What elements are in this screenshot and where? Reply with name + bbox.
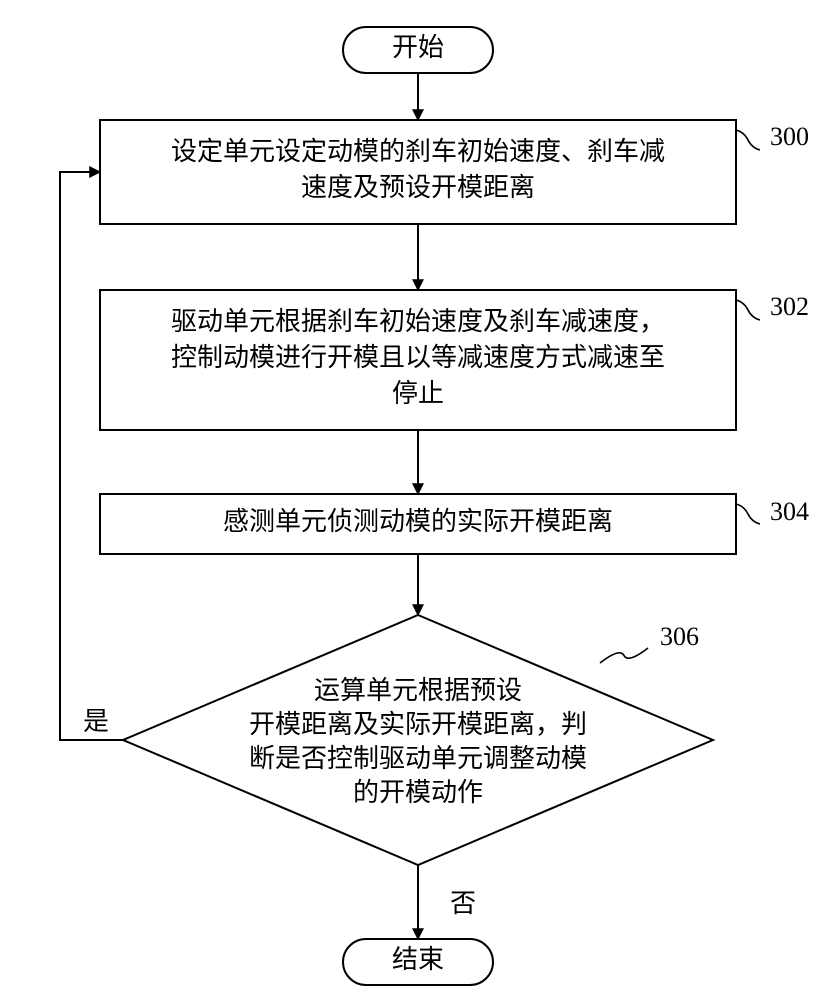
svg-text:断是否控制驱动单元调整动模: 断是否控制驱动单元调整动模 bbox=[249, 744, 587, 773]
svg-text:停止: 停止 bbox=[392, 379, 444, 408]
branch-no-label: 否 bbox=[450, 889, 476, 918]
svg-text:开模距离及实际开模距离，判: 开模距离及实际开模距离，判 bbox=[249, 710, 587, 739]
svg-text:速度及预设开模距离: 速度及预设开模距离 bbox=[301, 173, 535, 202]
svg-text:的开模动作: 的开模动作 bbox=[353, 778, 483, 807]
ref-label-306: 306 bbox=[660, 622, 699, 651]
svg-text:设定单元设定动模的刹车初始速度、刹车减: 设定单元设定动模的刹车初始速度、刹车减 bbox=[171, 137, 665, 166]
step-300: 设定单元设定动模的刹车初始速度、刹车减速度及预设开模距离 bbox=[100, 120, 736, 224]
terminator-start: 开始 bbox=[343, 27, 493, 73]
step-302: 驱动单元根据刹车初始速度及刹车减速度， 控制动模进行开模且以等减速度方式减速至停止 bbox=[100, 290, 736, 430]
ref-label-304: 304 bbox=[770, 497, 809, 526]
svg-text:感测单元侦测动模的实际开模距离: 感测单元侦测动模的实际开模距离 bbox=[223, 507, 613, 536]
svg-text:运算单元根据预设: 运算单元根据预设 bbox=[314, 676, 522, 705]
terminator-end: 结束 bbox=[343, 939, 493, 985]
ref-label-300: 300 bbox=[770, 122, 809, 151]
svg-text:开始: 开始 bbox=[392, 33, 444, 62]
svg-text:控制动模进行开模且以等减速度方式减速至: 控制动模进行开模且以等减速度方式减速至 bbox=[171, 343, 665, 372]
ref-label-302: 302 bbox=[770, 292, 809, 321]
decision-306: 运算单元根据预设开模距离及实际开模距离，判断是否控制驱动单元调整动模的开模动作 bbox=[123, 615, 713, 865]
step-304: 感测单元侦测动模的实际开模距离 bbox=[100, 494, 736, 554]
branch-yes-label: 是 bbox=[83, 707, 109, 736]
svg-text:驱动单元根据刹车初始速度及刹车减速度，: 驱动单元根据刹车初始速度及刹车减速度， bbox=[171, 307, 665, 336]
svg-text:结束: 结束 bbox=[392, 945, 444, 974]
